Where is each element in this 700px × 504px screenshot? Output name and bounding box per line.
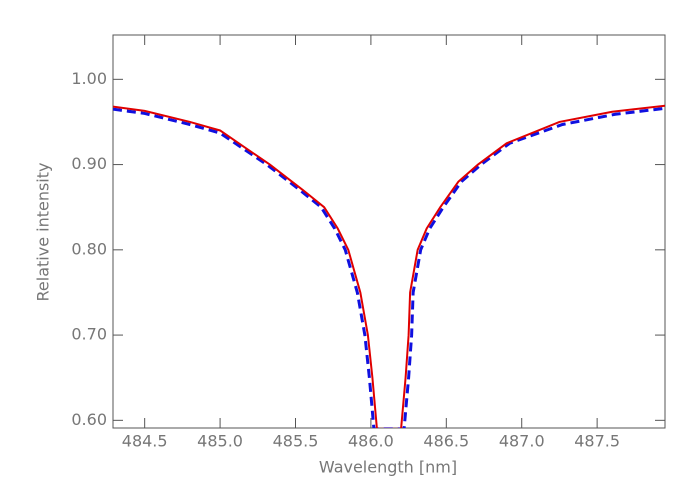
data-line [113,104,665,428]
x-tick-label: 486.0 [348,432,394,451]
plot-area [113,104,665,428]
x-tick-label: 486.5 [423,432,469,451]
y-axis-label: Relative intensity [34,163,53,302]
x-tick-label: 487.5 [574,432,620,451]
y-tick-label: 0.70 [71,325,107,344]
x-tick-label: 484.5 [122,432,168,451]
x-tick-label: 485.5 [273,432,319,451]
x-axis-label: Wavelength [nm] [319,458,457,477]
plot-frame [112,34,666,429]
y-tick-label: 0.80 [71,239,107,258]
x-tick-label: 485.0 [197,432,243,451]
x-tick-label: 487.0 [499,432,545,451]
y-tick-label: 0.60 [71,410,107,429]
y-tick-label: 0.90 [71,154,107,173]
y-tick-label: 1.00 [71,69,107,88]
data-line [113,106,665,428]
